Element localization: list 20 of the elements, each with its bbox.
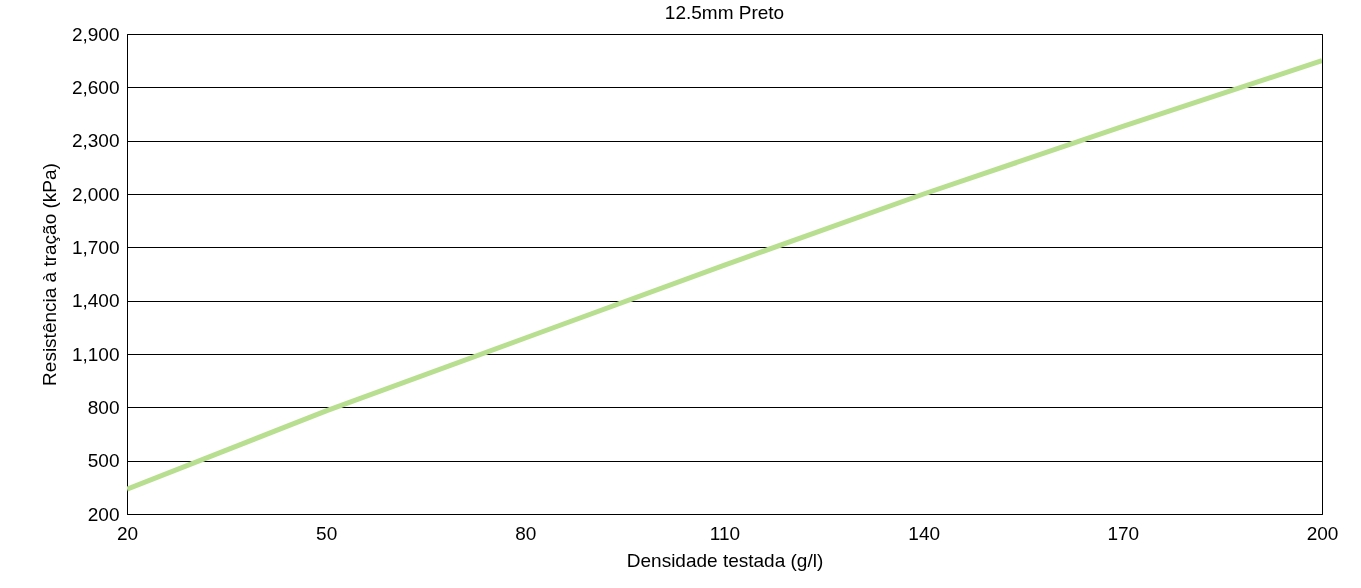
x-tick-label: 140 [908, 522, 941, 544]
y-tick-label: 2,600 [71, 76, 120, 98]
x-tick-label: 170 [1107, 522, 1140, 544]
x-tick-label: 50 [316, 522, 338, 544]
x-tick-label: 110 [709, 522, 741, 544]
y-tick-label: 200 [87, 503, 120, 525]
y-tick-label: 2,900 [71, 23, 120, 45]
y-axis-title: Resistência à tração (kPa) [38, 163, 60, 386]
y-tick-label: 1,100 [71, 343, 120, 365]
y-tick-label: 1,700 [71, 236, 120, 258]
chart-title: 12.5mm Preto [664, 2, 785, 23]
y-tick-label: 2,300 [71, 130, 120, 152]
y-tick-label: 2,000 [71, 183, 120, 205]
y-tick-label: 800 [87, 396, 120, 418]
y-tick-label: 500 [87, 450, 120, 472]
x-tick-label: 80 [515, 522, 537, 544]
y-tick-label: 1,400 [71, 290, 120, 312]
x-tick-label: 20 [116, 522, 139, 544]
x-tick-label: 200 [1306, 522, 1339, 544]
x-axis-title: Densidade testada (g/l) [626, 549, 824, 571]
